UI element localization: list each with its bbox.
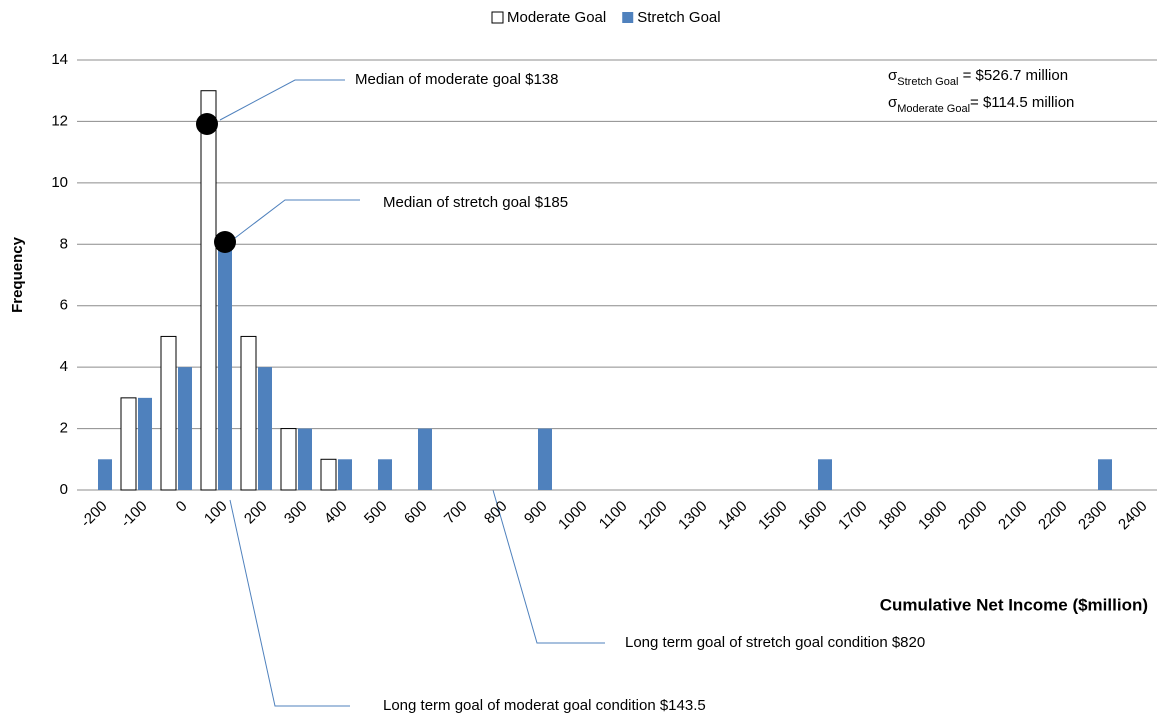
sigma-part: σ: [888, 67, 898, 84]
bar: [538, 428, 552, 490]
bar: [818, 459, 832, 490]
bar: [258, 367, 272, 490]
x-tick-label: 400: [321, 498, 351, 528]
y-tick-label: 6: [60, 297, 68, 314]
x-tick-label: 1200: [635, 498, 671, 534]
sigma-note: σModerate Goal= $114.5 million: [888, 94, 1074, 115]
bar: [338, 459, 352, 490]
annotation: Median of moderate goal $138: [355, 71, 558, 88]
leader-line: [234, 199, 360, 239]
x-tick-label: 1300: [675, 498, 711, 534]
y-tick-label: 0: [60, 481, 68, 498]
x-tick-label: 1400: [715, 498, 751, 534]
x-tick-label: 1800: [875, 498, 911, 534]
median-marker: [196, 113, 218, 135]
x-tick-label: 1500: [755, 498, 791, 534]
legend-swatch: [491, 11, 504, 24]
y-tick-label: 12: [51, 112, 68, 129]
y-axis-label: Frequency: [9, 236, 26, 313]
bar: [378, 459, 392, 490]
median-marker: [214, 231, 236, 253]
annotation: Long term goal of moderat goal condition…: [383, 697, 706, 714]
x-tick-label: 1600: [795, 498, 831, 534]
y-tick-label: 14: [51, 51, 68, 68]
legend-label: Stretch Goal: [637, 9, 720, 26]
x-tick-label: 600: [401, 498, 431, 528]
legend-swatch: [622, 12, 634, 23]
y-tick-label: 4: [60, 358, 68, 375]
sigma-part: = $114.5 million: [970, 94, 1074, 111]
bar: [240, 335, 257, 491]
x-tick-label: 1900: [915, 498, 951, 534]
y-tick-label: 8: [60, 235, 68, 252]
y-tick-label: 2: [60, 420, 68, 437]
y-tick-label: 10: [51, 174, 68, 191]
x-tick-label: 0: [173, 498, 191, 516]
bar: [200, 90, 217, 491]
x-tick-label: 2000: [955, 498, 991, 534]
x-tick-label: 700: [441, 498, 471, 528]
sigma-part: Moderate Goal: [897, 103, 970, 115]
x-tick-label: 900: [521, 498, 551, 528]
x-tick-label: 2400: [1115, 498, 1151, 534]
x-tick-label: 200: [241, 498, 271, 528]
leader-line: [229, 499, 350, 707]
x-tick-label: 2200: [1035, 498, 1071, 534]
bar: [138, 397, 152, 490]
legend-label: Moderate Goal: [507, 9, 606, 26]
annotation: Long term goal of stretch goal condition…: [625, 634, 925, 651]
x-tick-label: 100: [201, 498, 231, 528]
x-tick-label: 300: [281, 498, 311, 528]
bar: [160, 335, 177, 491]
sigma-note: σStretch Goal = $526.7 million: [888, 67, 1068, 88]
x-tick-label: -200: [77, 498, 110, 531]
x-tick-label: -100: [117, 498, 150, 531]
bar: [218, 244, 232, 490]
bar: [298, 428, 312, 490]
leader-line: [492, 489, 605, 644]
bar: [98, 459, 112, 490]
annotation: Median of stretch goal $185: [383, 194, 568, 211]
x-tick-label: 2300: [1075, 498, 1111, 534]
x-tick-label: 500: [361, 498, 391, 528]
sigma-part: = $526.7 million: [958, 67, 1068, 84]
bar: [320, 458, 337, 491]
x-axis-label: Cumulative Net Income ($million): [880, 595, 1148, 614]
bar: [1098, 459, 1112, 490]
leader-line: [219, 79, 345, 121]
bar: [418, 428, 432, 490]
x-tick-label: 1700: [835, 498, 871, 534]
x-tick-label: 800: [481, 498, 511, 528]
bar: [120, 397, 137, 491]
bar: [280, 428, 297, 491]
sigma-part: σ: [888, 94, 898, 111]
x-tick-label: 2100: [995, 498, 1031, 534]
x-tick-label: 1000: [555, 498, 591, 534]
sigma-part: Stretch Goal: [897, 76, 958, 88]
x-tick-label: 1100: [596, 498, 631, 533]
bar: [178, 367, 192, 490]
